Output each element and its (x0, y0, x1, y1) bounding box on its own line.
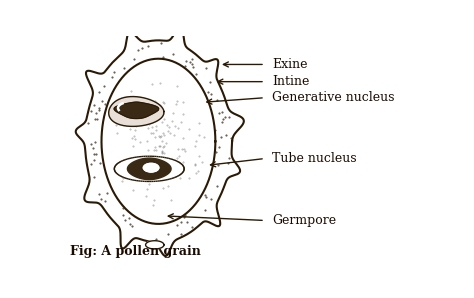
Text: Exine: Exine (272, 58, 308, 71)
Polygon shape (146, 241, 164, 249)
Text: Intine: Intine (272, 75, 310, 88)
Polygon shape (109, 97, 164, 126)
Polygon shape (128, 158, 171, 180)
Text: Tube nucleus: Tube nucleus (272, 152, 357, 165)
Text: Germpore: Germpore (272, 214, 337, 227)
Text: Fig: A pollen grain: Fig: A pollen grain (70, 245, 201, 258)
Polygon shape (114, 156, 184, 181)
Circle shape (142, 162, 160, 173)
Polygon shape (76, 26, 244, 256)
Polygon shape (101, 59, 215, 224)
Text: Generative nucleus: Generative nucleus (272, 91, 395, 104)
Polygon shape (114, 102, 159, 119)
